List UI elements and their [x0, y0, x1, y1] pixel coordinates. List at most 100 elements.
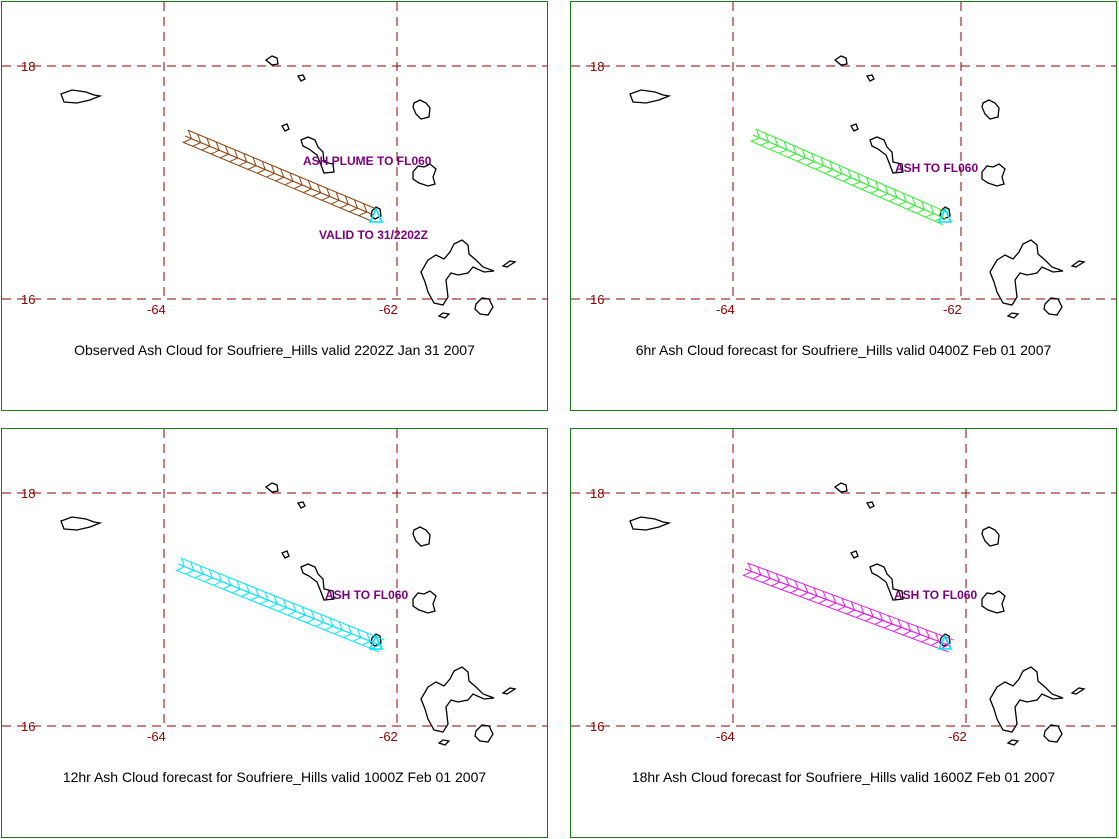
coastlines	[60, 55, 517, 319]
island-montserrat	[939, 633, 951, 647]
volcano-vent	[937, 634, 953, 650]
ash-cloud-hatch	[921, 629, 931, 643]
ash-cloud-edge-north	[187, 129, 377, 210]
ash-cloud-hatch	[897, 193, 907, 206]
ash-cloud-edge-south	[175, 569, 380, 653]
ash-cloud	[182, 129, 377, 222]
ash-cloud-hatch	[358, 203, 368, 217]
ash-cloud-hatch	[902, 622, 912, 636]
island-desirade	[501, 260, 517, 268]
ash-cloud-hatch	[760, 133, 770, 146]
map-panel-observed: 18 16 -64 -62 ASH PLUME TO FL060 VALID T…	[1, 1, 548, 411]
graticule	[2, 429, 547, 727]
volcano-vent	[368, 634, 384, 650]
ash-cloud-hatch	[906, 197, 916, 210]
ash-cloud-hatch	[296, 606, 306, 620]
ash-cloud-hatch	[192, 134, 202, 147]
graticule	[571, 429, 1116, 727]
vent-triangle	[368, 634, 384, 650]
ash-cloud-edge-south	[750, 140, 944, 226]
ash-cloud-hatch	[222, 576, 232, 590]
ash-annotation-1: ASH TO FL060	[895, 161, 978, 175]
ash-cloud-hatch	[762, 570, 771, 583]
coastlines	[629, 55, 1086, 319]
island-marie-galante	[1043, 297, 1063, 316]
ash-cloud-hatch	[324, 617, 334, 631]
ash-cloud-edge-south	[742, 574, 949, 653]
ash-cloud-hatch	[306, 610, 316, 624]
ash-cloud-hatch	[874, 612, 884, 625]
ash-cloud-hatch	[743, 563, 753, 576]
island-saba	[281, 123, 290, 132]
panel-caption: Observed Ash Cloud for Soufriere_Hills v…	[74, 342, 475, 358]
ash-cloud-hatch	[771, 573, 781, 587]
ash-cloud-hatch	[769, 137, 779, 150]
vent-triangle	[937, 207, 953, 223]
lon-label-64: -64	[716, 302, 735, 317]
island-marie-galante	[474, 724, 494, 743]
ash-cloud-hatch	[204, 569, 213, 583]
island-anguilla-cay	[296, 501, 306, 509]
lat-label-16: 16	[21, 292, 35, 307]
panel-caption: 6hr Ash Cloud forecast for Soufriere_Hil…	[635, 342, 1052, 358]
island-puerto-rico-east	[629, 89, 672, 104]
ash-cloud-axis	[184, 135, 375, 216]
ash-cloud-hatch	[312, 184, 322, 197]
island-anguilla-cay	[296, 74, 306, 82]
volcano-vent	[937, 207, 953, 223]
island-saba	[281, 550, 290, 559]
island-st-kitts-nevis	[300, 563, 335, 601]
ash-cloud-hatch	[809, 587, 818, 601]
ash-annotation-1: ASH PLUME TO FL060	[303, 154, 432, 168]
ash-cloud-hatch	[815, 157, 825, 170]
ash-cloud-hatch	[343, 625, 353, 638]
ash-cloud-hatch	[185, 561, 195, 575]
ash-cloud-hatch	[778, 141, 788, 154]
map-svg: 18 16 -64 -62 ASH PLUME TO FL060 VALID T…	[2, 2, 547, 319]
ash-cloud-hatch	[250, 588, 260, 601]
ash-cloud	[750, 128, 949, 226]
ash-cloud-hatch	[210, 141, 220, 155]
ash-cloud-edge-north	[755, 128, 949, 214]
island-montserrat	[370, 206, 382, 220]
island-barbuda	[412, 526, 431, 547]
island-montserrat	[370, 633, 382, 647]
map-svg: 18 16 -64 -62 ASH TO FL060	[571, 2, 1116, 319]
ash-cloud-hatch	[818, 591, 828, 604]
ash-cloud-hatch	[247, 157, 257, 170]
lat-label-16: 16	[21, 719, 35, 734]
lon-label-62: -62	[379, 302, 398, 317]
ash-cloud-hatch	[257, 161, 266, 174]
ash-cloud-hatch	[879, 185, 889, 198]
ash-cloud-hatch	[349, 199, 359, 213]
ash-cloud-hatch	[201, 137, 211, 151]
island-les-saintes	[1006, 739, 1020, 746]
island-sombrero	[833, 482, 848, 493]
ash-cloud-hatch	[780, 577, 790, 590]
graticule	[2, 2, 547, 300]
ash-cloud-hatch	[315, 614, 325, 627]
ash-cloud-hatch	[321, 188, 331, 201]
ash-cloud-hatch	[851, 173, 861, 186]
ash-cloud-hatch	[806, 153, 816, 166]
panel-caption: 12hr Ash Cloud forecast for Soufriere_Hi…	[62, 769, 487, 785]
island-marie-galante	[474, 297, 494, 316]
ash-cloud-hatch	[229, 149, 239, 163]
ash-annotation-2: VALID TO 31/2202Z	[319, 228, 428, 242]
island-les-saintes	[437, 739, 451, 746]
island-desirade	[1070, 687, 1086, 695]
ash-cloud-hatch	[790, 580, 800, 594]
ash-cloud-hatch	[269, 595, 278, 609]
island-sombrero	[833, 55, 848, 66]
island-barbuda	[981, 99, 1000, 120]
lon-label-64: -64	[147, 729, 166, 744]
island-st-kitts-nevis	[300, 136, 335, 174]
ash-cloud-hatch	[925, 205, 935, 218]
ash-annotation-1: ASH TO FL060	[325, 588, 408, 602]
island-antigua	[412, 590, 437, 614]
lat-label-18: 18	[590, 59, 604, 74]
vent-triangle	[937, 634, 953, 650]
ash-cloud-hatch	[194, 565, 204, 579]
lat-label-18: 18	[21, 59, 35, 74]
ash-cloud-hatch	[352, 629, 362, 642]
